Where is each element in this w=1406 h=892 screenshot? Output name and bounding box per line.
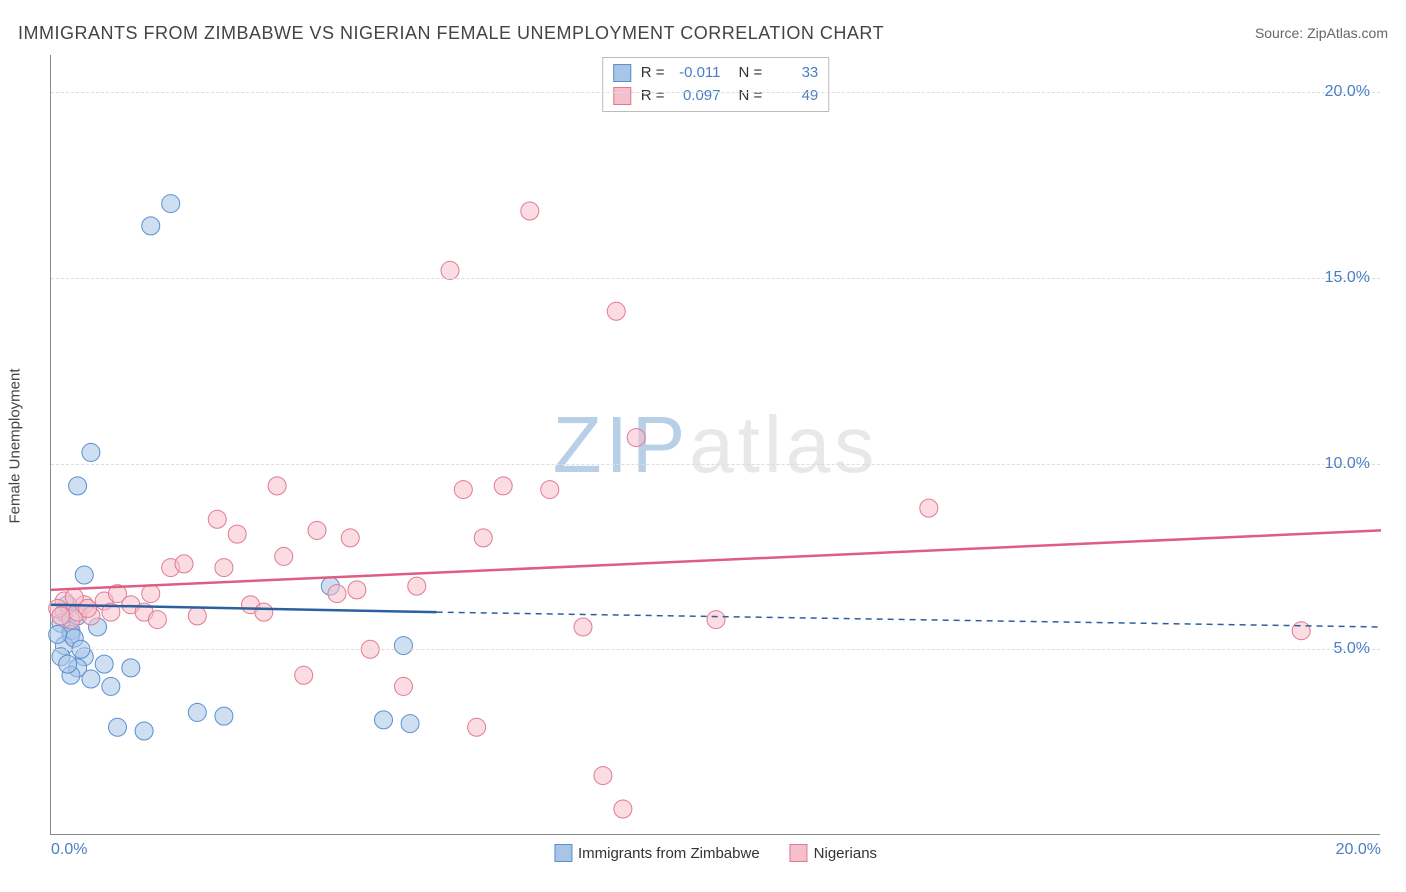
scatter-point bbox=[1292, 622, 1310, 640]
scatter-point bbox=[95, 655, 113, 673]
r-value: -0.011 bbox=[671, 62, 721, 85]
scatter-point bbox=[594, 767, 612, 785]
scatter-point bbox=[49, 625, 67, 643]
scatter-point bbox=[188, 607, 206, 625]
gridline bbox=[51, 464, 1380, 465]
scatter-point bbox=[148, 611, 166, 629]
scatter-point bbox=[82, 443, 100, 461]
gridline bbox=[51, 92, 1380, 93]
scatter-point bbox=[82, 670, 100, 688]
legend-swatch bbox=[790, 844, 808, 862]
legend-swatch bbox=[613, 87, 631, 105]
scatter-point bbox=[401, 715, 419, 733]
scatter-point bbox=[375, 711, 393, 729]
scatter-point bbox=[69, 477, 87, 495]
scatter-point bbox=[521, 202, 539, 220]
scatter-point bbox=[295, 666, 313, 684]
ytick-label: 10.0% bbox=[1325, 455, 1370, 473]
scatter-point bbox=[162, 195, 180, 213]
scatter-point bbox=[348, 581, 366, 599]
y-axis-label: Female Unemployment bbox=[7, 368, 24, 523]
scatter-point bbox=[59, 655, 77, 673]
gridline bbox=[51, 278, 1380, 279]
r-value: 0.097 bbox=[671, 85, 721, 108]
chart-title: IMMIGRANTS FROM ZIMBABWE VS NIGERIAN FEM… bbox=[18, 23, 884, 44]
scatter-point bbox=[614, 800, 632, 818]
scatter-point bbox=[468, 718, 486, 736]
n-value: 33 bbox=[768, 62, 818, 85]
n-value: 49 bbox=[768, 85, 818, 108]
scatter-point bbox=[109, 718, 127, 736]
scatter-point bbox=[454, 481, 472, 499]
r-label: R = bbox=[641, 85, 665, 108]
n-label: N = bbox=[739, 62, 763, 85]
source-attribution: Source: ZipAtlas.com bbox=[1255, 25, 1388, 41]
scatter-point bbox=[175, 555, 193, 573]
r-label: R = bbox=[641, 62, 665, 85]
scatter-point bbox=[394, 637, 412, 655]
scatter-point bbox=[441, 261, 459, 279]
scatter-point bbox=[79, 599, 97, 617]
trend-line bbox=[51, 530, 1381, 589]
series-legend-label: Nigerians bbox=[814, 845, 877, 862]
scatter-point bbox=[474, 529, 492, 547]
scatter-point bbox=[607, 302, 625, 320]
scatter-point bbox=[408, 577, 426, 595]
legend-swatch bbox=[554, 844, 572, 862]
scatter-point bbox=[707, 611, 725, 629]
scatter-point bbox=[52, 607, 70, 625]
scatter-point bbox=[122, 659, 140, 677]
legend-swatch bbox=[613, 64, 631, 82]
scatter-point bbox=[215, 707, 233, 725]
correlation-legend-row: R = 0.097 N =49 bbox=[613, 85, 819, 108]
n-label: N = bbox=[739, 85, 763, 108]
scatter-point bbox=[308, 521, 326, 539]
scatter-point bbox=[268, 477, 286, 495]
ytick-label: 15.0% bbox=[1325, 269, 1370, 287]
correlation-legend: R = -0.011 N =33 R = 0.097 N =49 bbox=[602, 57, 830, 112]
gridline bbox=[51, 649, 1380, 650]
plot-svg bbox=[51, 55, 1380, 834]
series-legend-item: Nigerians bbox=[790, 844, 877, 862]
scatter-point bbox=[541, 481, 559, 499]
scatter-point bbox=[394, 677, 412, 695]
series-legend-label: Immigrants from Zimbabwe bbox=[578, 845, 760, 862]
scatter-point bbox=[920, 499, 938, 517]
scatter-point bbox=[574, 618, 592, 636]
series-legend-item: Immigrants from Zimbabwe bbox=[554, 844, 760, 862]
scatter-point bbox=[135, 722, 153, 740]
scatter-point bbox=[275, 547, 293, 565]
title-bar: IMMIGRANTS FROM ZIMBABWE VS NIGERIAN FEM… bbox=[18, 18, 1388, 48]
correlation-legend-row: R = -0.011 N =33 bbox=[613, 62, 819, 85]
scatter-point bbox=[494, 477, 512, 495]
scatter-point bbox=[228, 525, 246, 543]
scatter-point bbox=[102, 677, 120, 695]
series-legend: Immigrants from Zimbabwe Nigerians bbox=[554, 844, 877, 862]
xtick-label: 0.0% bbox=[51, 841, 87, 859]
scatter-point bbox=[255, 603, 273, 621]
scatter-point bbox=[142, 217, 160, 235]
scatter-point bbox=[627, 429, 645, 447]
plot-area: ZIPatlas R =-0.011N =33R =0.097N =49 Imm… bbox=[50, 55, 1380, 835]
scatter-point bbox=[188, 703, 206, 721]
scatter-point bbox=[341, 529, 359, 547]
scatter-point bbox=[142, 585, 160, 603]
scatter-point bbox=[328, 585, 346, 603]
ytick-label: 5.0% bbox=[1334, 640, 1370, 658]
scatter-point bbox=[208, 510, 226, 528]
ytick-label: 20.0% bbox=[1325, 83, 1370, 101]
xtick-label: 20.0% bbox=[1336, 841, 1381, 859]
scatter-point bbox=[215, 559, 233, 577]
scatter-point bbox=[75, 566, 93, 584]
